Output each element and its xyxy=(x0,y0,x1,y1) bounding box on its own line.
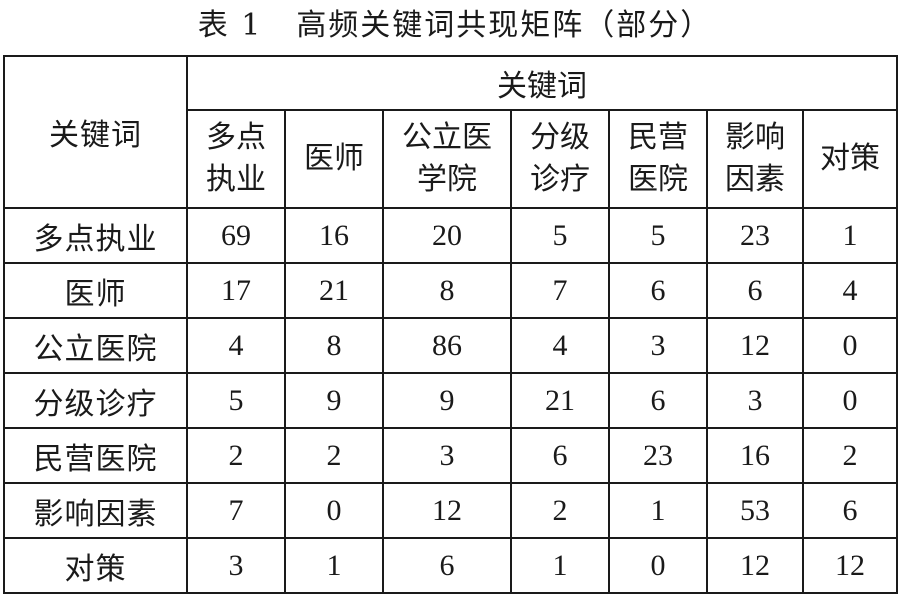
table-row: 民营医院 2 2 3 6 23 16 2 xyxy=(3,427,899,484)
matrix-value-cell: 6 xyxy=(801,482,899,539)
matrix-value-cell: 2 xyxy=(186,427,286,484)
matrix-value-cell: 4 xyxy=(801,262,899,319)
row-header-cell: 分级诊疗 xyxy=(3,372,188,429)
matrix-value-cell: 4 xyxy=(186,317,286,374)
matrix-value-cell: 6 xyxy=(608,372,708,429)
table-number: 表 1 xyxy=(197,8,263,43)
column-header-line2: 学院 xyxy=(417,162,477,197)
matrix-value-cell: 1 xyxy=(284,537,384,594)
row-header-cell: 医师 xyxy=(3,262,188,319)
table-caption: 表 1 高频关键词共现矩阵（部分） xyxy=(0,6,910,46)
matrix-value-cell: 6 xyxy=(706,262,804,319)
matrix-value-cell: 7 xyxy=(510,262,610,319)
matrix-value-cell: 0 xyxy=(608,537,708,594)
matrix-value-cell: 23 xyxy=(608,427,708,484)
matrix-value-cell: 8 xyxy=(284,317,384,374)
row-header-cell: 影响因素 xyxy=(3,482,188,539)
table-row: 多点执业 69 16 20 5 5 23 1 xyxy=(3,207,899,264)
matrix-value-cell: 69 xyxy=(186,207,286,264)
row-header-cell: 多点执业 xyxy=(3,207,188,264)
matrix-value-cell: 5 xyxy=(186,372,286,429)
matrix-value-cell: 7 xyxy=(186,482,286,539)
matrix-value-cell: 6 xyxy=(608,262,708,319)
column-header-line2: 执业 xyxy=(206,162,266,197)
matrix-value-cell: 0 xyxy=(801,372,899,429)
table-row: 公立医院 4 8 86 4 3 12 0 xyxy=(3,317,899,374)
column-header-line2: 医院 xyxy=(628,162,688,197)
matrix-value-cell: 5 xyxy=(510,207,610,264)
matrix-value-cell: 3 xyxy=(186,537,286,594)
column-header-line1: 民营 xyxy=(628,120,688,155)
matrix-value-cell: 16 xyxy=(706,427,804,484)
row-header-cell: 公立医院 xyxy=(3,317,188,374)
matrix-value-cell: 1 xyxy=(510,537,610,594)
column-header-line1: 医师 xyxy=(304,141,364,176)
matrix-value-cell: 9 xyxy=(382,372,512,429)
matrix-value-cell: 9 xyxy=(284,372,384,429)
column-header-line1: 公立医 xyxy=(402,120,492,155)
column-header-line1: 影响 xyxy=(725,120,785,155)
matrix-value-cell: 1 xyxy=(801,207,899,264)
header-group-row: 关键词 关键词 xyxy=(3,55,899,209)
matrix-value-cell: 12 xyxy=(706,317,804,374)
column-header-2: 公立医 学院 xyxy=(382,109,512,209)
matrix-value-cell: 20 xyxy=(382,207,512,264)
table-row: 对策 3 1 6 1 0 12 12 xyxy=(3,537,899,594)
column-header-line1: 多点 xyxy=(206,120,266,155)
matrix-value-cell: 86 xyxy=(382,317,512,374)
matrix-value-cell: 2 xyxy=(801,427,899,484)
matrix-value-cell: 3 xyxy=(608,317,708,374)
matrix-value-cell: 21 xyxy=(510,372,610,429)
column-header-0: 多点 执业 xyxy=(186,109,286,209)
column-header-line1: 分级 xyxy=(530,120,590,155)
matrix-value-cell: 12 xyxy=(801,537,899,594)
matrix-value-cell: 0 xyxy=(284,482,384,539)
table-row: 影响因素 7 0 12 2 1 53 6 xyxy=(3,482,899,539)
table-row: 分级诊疗 5 9 9 21 6 3 0 xyxy=(3,372,899,429)
matrix-value-cell: 12 xyxy=(382,482,512,539)
table-row: 医师 17 21 8 7 6 6 4 xyxy=(3,262,899,319)
column-header-5: 影响 因素 xyxy=(706,109,804,209)
matrix-value-cell: 5 xyxy=(608,207,708,264)
column-header-3: 分级 诊疗 xyxy=(510,109,610,209)
matrix-value-cell: 23 xyxy=(706,207,804,264)
matrix-value-cell: 8 xyxy=(382,262,512,319)
matrix-value-cell: 0 xyxy=(801,317,899,374)
matrix-value-cell: 3 xyxy=(706,372,804,429)
column-group-header: 关键词 xyxy=(185,55,899,111)
matrix-value-cell: 16 xyxy=(284,207,384,264)
column-header-line1: 对策 xyxy=(820,141,880,176)
matrix-value-cell: 2 xyxy=(510,482,610,539)
matrix-value-cell: 1 xyxy=(608,482,708,539)
matrix-value-cell: 21 xyxy=(284,262,384,319)
matrix-value-cell: 3 xyxy=(382,427,512,484)
column-header-line2: 诊疗 xyxy=(530,162,590,197)
matrix-value-cell: 53 xyxy=(706,482,804,539)
matrix-value-cell: 6 xyxy=(510,427,610,484)
matrix-value-cell: 4 xyxy=(510,317,610,374)
matrix-value-cell: 2 xyxy=(284,427,384,484)
cooccurrence-matrix-table: 关键词 关键词 多点 执业 医师 公立医 学院 分级 诊疗 民营 医院 影响 因素 对策 … xyxy=(3,55,899,594)
column-header-4: 民营 医院 xyxy=(608,109,708,209)
column-header-6: 对策 xyxy=(801,109,899,209)
table-title: 高频关键词共现矩阵（部分） xyxy=(296,8,713,43)
column-header-line2: 因素 xyxy=(725,162,785,197)
column-header-row: 多点执业 医师 公立医学院 分级诊疗 民营医院 影响因素 对策 xyxy=(4,109,899,209)
row-header-cell: 对策 xyxy=(3,537,188,594)
corner-header-cell: 关键词 xyxy=(3,55,188,209)
matrix-value-cell: 17 xyxy=(186,262,286,319)
column-header-1: 医师 xyxy=(284,109,384,209)
row-header-cell: 民营医院 xyxy=(3,427,188,484)
matrix-value-cell: 12 xyxy=(706,537,804,594)
matrix-value-cell: 6 xyxy=(382,537,512,594)
